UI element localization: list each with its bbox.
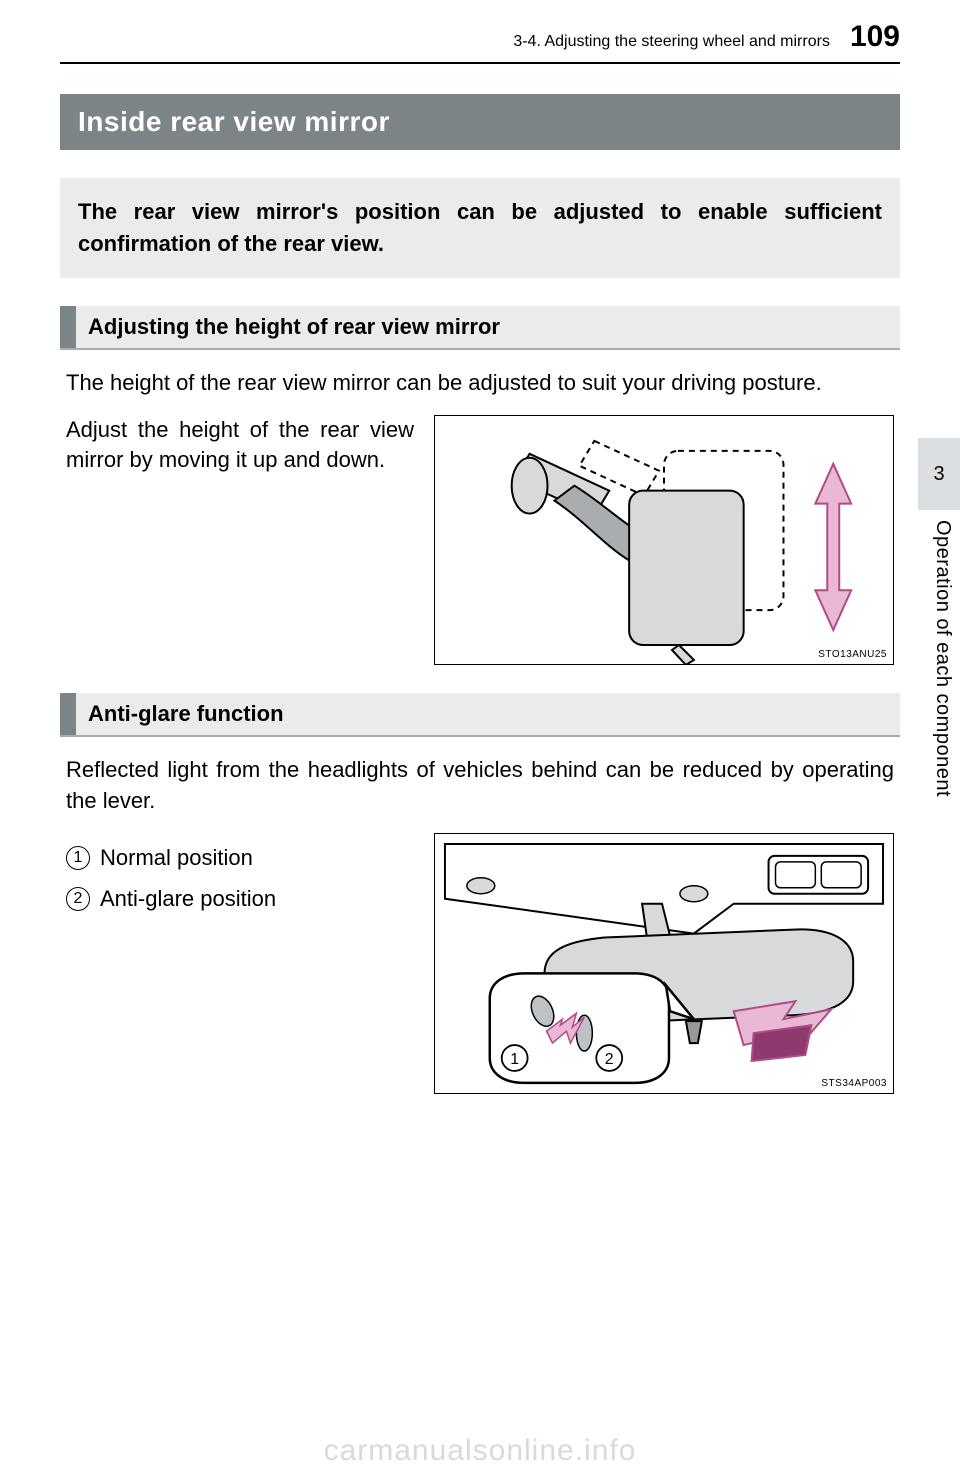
intro-box: The rear view mirror's position can be a… bbox=[60, 178, 900, 278]
heading-label: Adjusting the height of rear view mirror bbox=[76, 306, 512, 348]
header-divider bbox=[60, 62, 900, 64]
list-item: 2 Anti-glare position bbox=[66, 884, 414, 915]
watermark: carmanualsonline.info bbox=[0, 1434, 960, 1468]
list-item: 1 Normal position bbox=[66, 843, 414, 874]
figure-id: STS34AP003 bbox=[821, 1078, 887, 1089]
section1-instruction: Adjust the height of the rear view mirro… bbox=[66, 415, 414, 666]
list-marker-2: 2 bbox=[66, 887, 90, 911]
page-title: Inside rear view mirror bbox=[60, 94, 900, 150]
manual-page: 3-4. Adjusting the steering wheel and mi… bbox=[0, 0, 960, 1484]
chapter-side-label: Operation of each component bbox=[931, 520, 954, 797]
anti-glare-list: 1 Normal position 2 Anti-glare position bbox=[66, 843, 414, 915]
figure-anti-glare: 1 2 STS34AP003 bbox=[434, 833, 894, 1094]
section2-body: Reflected light from the headlights of v… bbox=[60, 755, 900, 817]
figure-adjust-height: STO13ANU25 bbox=[434, 415, 894, 666]
anti-glare-diagram: 1 2 bbox=[435, 834, 893, 1093]
svg-text:1: 1 bbox=[510, 1051, 519, 1068]
svg-text:2: 2 bbox=[605, 1051, 614, 1068]
section1-columns: Adjust the height of the rear view mirro… bbox=[60, 415, 900, 666]
section-heading-anti-glare: Anti-glare function bbox=[60, 693, 900, 737]
heading-accent-bar bbox=[60, 306, 76, 348]
list-marker-1: 1 bbox=[66, 846, 90, 870]
section1-body: The height of the rear view mirror can b… bbox=[60, 368, 900, 399]
list-label: Anti-glare position bbox=[100, 884, 276, 915]
list-label: Normal position bbox=[100, 843, 253, 874]
section2-columns: 1 Normal position 2 Anti-glare position bbox=[60, 833, 900, 1094]
page-number: 109 bbox=[850, 20, 900, 54]
page-header: 3-4. Adjusting the steering wheel and mi… bbox=[60, 20, 900, 54]
section-heading-adjust-height: Adjusting the height of rear view mirror bbox=[60, 306, 900, 350]
mirror-height-diagram bbox=[435, 416, 893, 665]
heading-label: Anti-glare function bbox=[76, 693, 296, 735]
heading-accent-bar bbox=[60, 693, 76, 735]
section-breadcrumb: 3-4. Adjusting the steering wheel and mi… bbox=[513, 33, 830, 51]
chapter-tab: 3 bbox=[918, 438, 960, 510]
figure-id: STO13ANU25 bbox=[818, 649, 887, 660]
